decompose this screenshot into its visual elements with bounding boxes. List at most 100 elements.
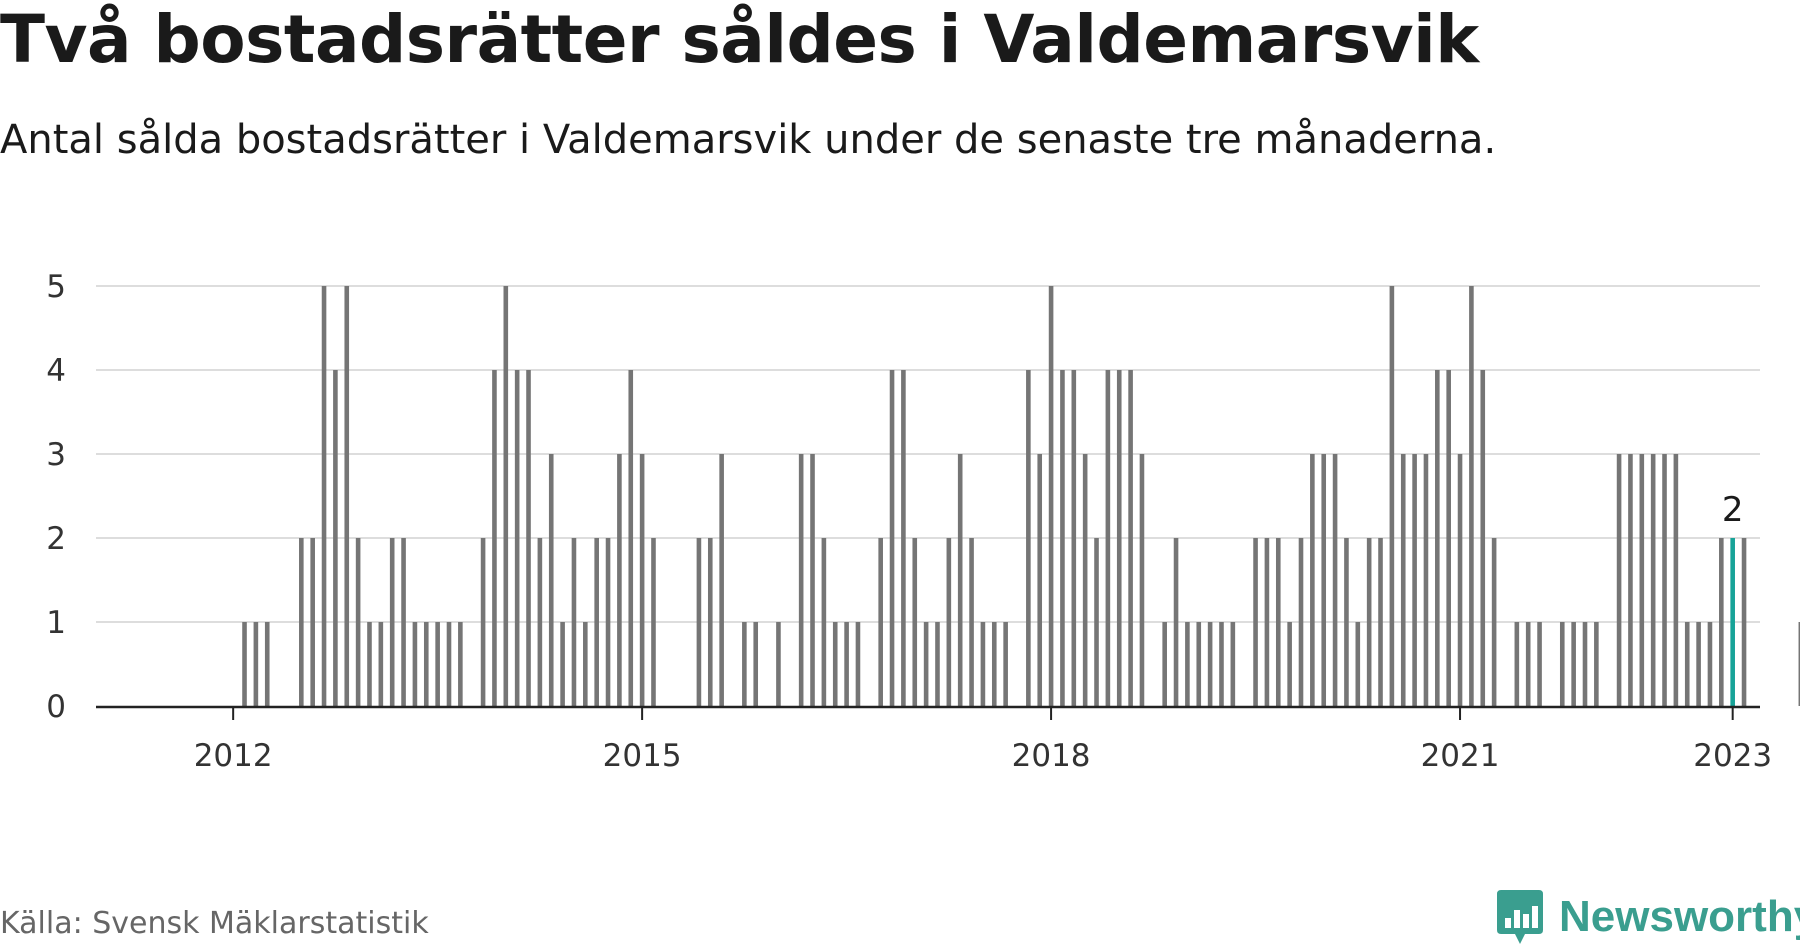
source-note: Källa: Svensk Mäklarstatistik — [0, 906, 429, 941]
chart-subtitle: Antal sålda bostadsrätter i Valdemarsvik… — [0, 117, 1497, 163]
bar — [458, 622, 463, 706]
bar — [1185, 622, 1190, 706]
y-tick-label: 3 — [46, 437, 66, 473]
bar — [537, 538, 543, 706]
bar — [1525, 622, 1531, 706]
bar — [333, 370, 338, 706]
bar — [1310, 454, 1315, 706]
bar — [1344, 538, 1349, 706]
bar — [1469, 286, 1474, 706]
bar — [628, 370, 634, 706]
bar — [1480, 370, 1486, 706]
bar — [1139, 454, 1145, 706]
bar — [242, 622, 247, 706]
bar — [1582, 622, 1588, 706]
bar — [753, 622, 759, 706]
bar — [1026, 370, 1031, 706]
bar — [1094, 538, 1099, 706]
bar — [1616, 454, 1622, 706]
bar — [878, 538, 883, 706]
y-tick-label: 5 — [46, 269, 66, 305]
bar — [1048, 286, 1054, 706]
bar — [401, 538, 406, 706]
bar — [1741, 538, 1747, 706]
bar — [344, 286, 350, 706]
bar — [446, 622, 452, 706]
y-tick-label: 4 — [46, 353, 66, 389]
bar — [1673, 454, 1679, 706]
bar — [1321, 454, 1327, 706]
highlighted-bar — [1730, 538, 1735, 706]
bar — [707, 538, 713, 706]
bar — [1696, 622, 1701, 706]
bar — [1412, 454, 1417, 706]
bar — [480, 538, 486, 706]
bar — [1491, 538, 1497, 706]
bar — [1537, 622, 1542, 706]
bar — [1662, 454, 1667, 706]
bar — [935, 622, 940, 706]
bar — [1298, 538, 1304, 706]
bar — [1207, 622, 1213, 706]
bar — [1264, 538, 1270, 706]
bar — [1571, 622, 1576, 706]
bar — [1684, 622, 1690, 706]
bar — [571, 538, 577, 706]
bar — [1650, 454, 1656, 706]
bar — [832, 622, 838, 706]
bar — [503, 286, 509, 706]
bar — [798, 454, 804, 706]
bar — [969, 538, 974, 706]
bar — [1457, 454, 1463, 706]
bar — [1355, 622, 1361, 706]
bar — [946, 538, 952, 706]
bar — [378, 622, 384, 706]
bar — [1287, 622, 1292, 706]
bar — [889, 370, 895, 706]
y-tick-label: 2 — [46, 521, 66, 557]
brand-name: Newsworthy — [1559, 892, 1800, 941]
bar — [1639, 454, 1645, 706]
bar — [901, 370, 906, 706]
bar — [1628, 454, 1633, 706]
bar — [1798, 622, 1800, 706]
bar — [1366, 538, 1372, 706]
bar — [651, 538, 656, 706]
bar — [560, 622, 565, 706]
bar — [526, 370, 531, 706]
x-tick-label: 2023 — [1693, 738, 1772, 774]
bar — [310, 538, 315, 706]
bar — [776, 622, 781, 706]
bar — [1082, 454, 1088, 706]
bar — [1060, 370, 1065, 706]
bar — [1275, 538, 1281, 706]
bar — [1116, 370, 1122, 706]
bar — [1400, 454, 1406, 706]
bar — [696, 538, 702, 706]
bar — [321, 286, 327, 706]
bar — [1230, 622, 1236, 706]
x-tick-label: 2012 — [194, 738, 273, 774]
bar — [355, 538, 361, 706]
bar — [1594, 622, 1599, 706]
bar — [855, 622, 861, 706]
bar — [514, 370, 520, 706]
bar — [1707, 622, 1713, 706]
bar — [1559, 622, 1565, 706]
bar — [1253, 538, 1258, 706]
bar — [1162, 622, 1167, 706]
y-tick-label: 1 — [46, 605, 66, 641]
bar — [1423, 454, 1429, 706]
bar — [1003, 622, 1008, 706]
bar — [1037, 454, 1043, 706]
x-tick-label: 2018 — [1012, 738, 1091, 774]
bar — [1196, 622, 1202, 706]
chart-title: Två bostadsrätter såldes i Valdemarsvik — [0, 1, 1479, 78]
bar — [912, 538, 918, 706]
bar — [980, 622, 986, 706]
bar — [1378, 538, 1383, 706]
bar — [1332, 454, 1338, 706]
bar — [435, 622, 440, 706]
bar — [594, 538, 599, 706]
